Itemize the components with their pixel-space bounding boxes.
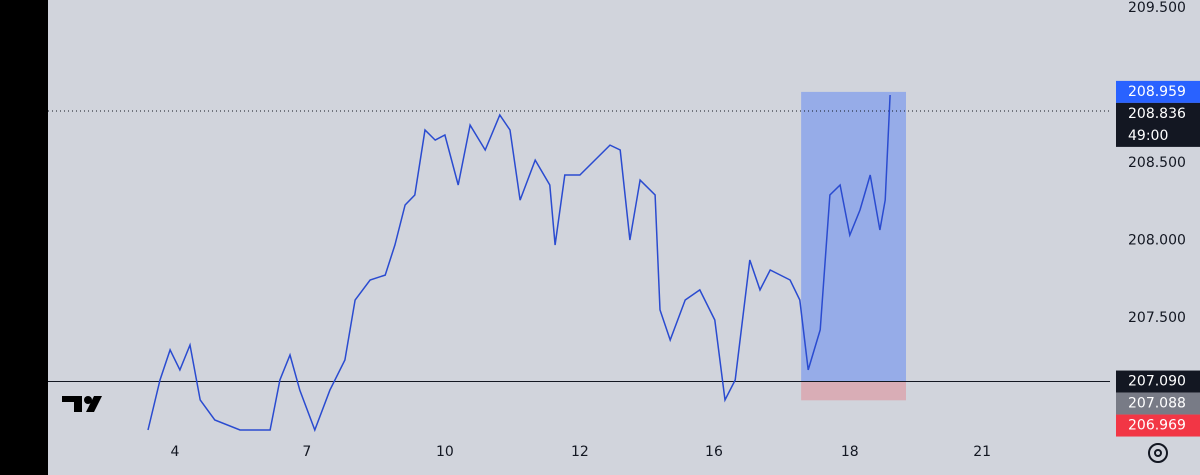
- target-zone: [801, 91, 907, 382]
- tv-logo: [62, 396, 102, 412]
- x-tick-label: 18: [841, 444, 859, 460]
- x-tick-label: 7: [302, 444, 311, 460]
- left-edge: [0, 0, 48, 475]
- x-tick-label: 4: [171, 444, 180, 460]
- price-label-box: [1116, 392, 1200, 415]
- settings-button[interactable]: [1148, 443, 1168, 463]
- price-line: [147, 94, 891, 433]
- y-tick-label: 208.000: [1128, 233, 1186, 249]
- price-label-box: [1116, 414, 1200, 437]
- x-tick-label: 16: [705, 444, 723, 460]
- y-tick-label: 209.500: [1128, 0, 1186, 16]
- price-label: 206.969: [1128, 418, 1186, 434]
- y-tick-label: 207.500: [1128, 310, 1186, 326]
- countdown: 49:00: [1128, 128, 1168, 144]
- price-label-box: [1116, 102, 1200, 147]
- price-label-box: [1116, 80, 1200, 103]
- price-label: 207.090: [1128, 374, 1186, 390]
- price-label: 208.959: [1128, 84, 1186, 100]
- y-tick-label: 208.500: [1128, 155, 1186, 171]
- x-tick-label: 12: [571, 444, 589, 460]
- price-label: 207.088: [1128, 396, 1186, 412]
- stop-zone: [801, 381, 907, 401]
- price-label-box: [1116, 370, 1200, 393]
- price-label: 208.836: [1128, 106, 1186, 122]
- x-tick-label: 21: [973, 444, 991, 460]
- x-tick-label: 10: [436, 444, 454, 460]
